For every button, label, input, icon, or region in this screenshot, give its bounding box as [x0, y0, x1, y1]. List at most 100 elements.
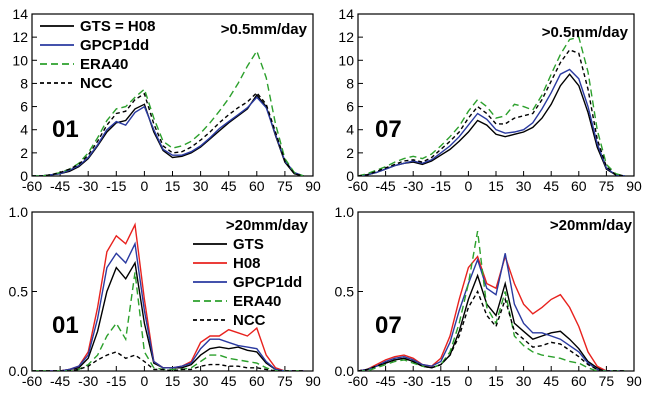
chart-panel-2: -60 -45 -30 -15 0 15 30 45 60 75 90 0 2 4 6 8 10 12 14 07 >0… — [338, 6, 642, 194]
panel-label: 01 — [52, 116, 79, 143]
x-tick-label: -60 — [348, 178, 368, 194]
y-tick-label: 12 — [12, 29, 28, 45]
x-tick-label: 15 — [165, 373, 181, 389]
y-tick-label: 8 — [20, 75, 28, 91]
y-tick-label: 14 — [338, 6, 354, 22]
y-tick-label: 14 — [12, 6, 28, 22]
x-tick-label: 60 — [571, 178, 587, 194]
legend-entry: NCC — [233, 312, 266, 329]
x-tick-label: 60 — [249, 373, 265, 389]
series-line-gts-h08 — [32, 93, 304, 176]
legend: GTS = H08 GPCP1dd ERA40 NCC — [40, 18, 155, 92]
x-tick-label: -30 — [78, 178, 98, 194]
x-tick-label: 0 — [465, 178, 473, 194]
x-tick-label: 45 — [221, 178, 237, 194]
series-line-gpcp1dd — [358, 253, 625, 371]
threshold-annotation: >0.5mm/day — [221, 21, 308, 38]
legend-entry: H08 — [233, 255, 261, 272]
x-tick-label: -15 — [431, 178, 451, 194]
legend-entry: ERA40 — [233, 293, 281, 310]
x-tick-label: 45 — [543, 373, 559, 389]
threshold-annotation: >20mm/day — [550, 217, 633, 234]
x-tick-label: -60 — [348, 373, 368, 389]
y-tick-label: 2 — [20, 145, 28, 161]
x-tick-label: -60 — [22, 178, 42, 194]
legend-entry: NCC — [80, 75, 113, 92]
x-tick-label: 15 — [488, 373, 504, 389]
x-tick-label: -30 — [403, 178, 423, 194]
x-tick-label: -60 — [22, 373, 42, 389]
chart-panel-4: -60 -45 -30 -15 0 15 30 45 60 75 90 0.0 0.5 1.0 07 >20m… — [335, 204, 642, 389]
y-tick-label: 6 — [346, 99, 354, 115]
y-tick-label: 0.0 — [9, 363, 29, 379]
chart-panel-3: -60 -45 -30 -15 0 15 30 45 60 75 90 0.0 0.5 1.0 01 >20m… — [9, 204, 321, 389]
panel-label: 07 — [375, 312, 402, 339]
x-tick-label: -45 — [375, 373, 395, 389]
x-tick-label: -15 — [431, 373, 451, 389]
y-tick-label: 0 — [346, 168, 354, 184]
x-tick-label: 45 — [543, 178, 559, 194]
panel-label: 07 — [375, 116, 402, 143]
y-tick-label: 4 — [346, 122, 354, 138]
y-tick-label: 1.0 — [335, 204, 355, 220]
series-line-gpcp1dd — [32, 96, 304, 176]
x-tick-label: 60 — [249, 178, 265, 194]
series-line-ncc — [32, 351, 304, 371]
y-tick-label: 0.5 — [9, 284, 29, 300]
y-tick-label: 10 — [338, 52, 354, 68]
y-tick-label: 2 — [346, 145, 354, 161]
x-tick-label: 30 — [516, 178, 532, 194]
x-tick-label: -15 — [106, 178, 126, 194]
series-line-gpcp1dd — [358, 68, 625, 176]
series-line-gpcp1dd — [32, 241, 304, 371]
y-tick-label: 12 — [338, 29, 354, 45]
x-tick-label: -30 — [78, 373, 98, 389]
x-tick-label: -45 — [375, 178, 395, 194]
x-tick-label: -15 — [106, 373, 126, 389]
legend-entry: GPCP1dd — [80, 37, 149, 54]
y-tick-label: 0.0 — [335, 363, 355, 379]
legend-entry: GTS = H08 — [80, 18, 155, 35]
x-tick-label: 0 — [141, 373, 149, 389]
legend-entry: GPCP1dd — [233, 274, 302, 291]
x-tick-label: -30 — [403, 373, 423, 389]
series-line-h08 — [358, 254, 625, 371]
y-tick-label: 8 — [346, 75, 354, 91]
series-line-era40 — [358, 230, 625, 371]
x-tick-label: 90 — [305, 373, 321, 389]
x-tick-label: 90 — [626, 178, 642, 194]
series-line-era40 — [32, 49, 304, 176]
x-tick-label: 0 — [141, 178, 149, 194]
x-tick-label: 90 — [626, 373, 642, 389]
x-tick-label: 15 — [165, 178, 181, 194]
series-line-gts — [358, 273, 625, 371]
plot-frame — [31, 211, 314, 372]
x-tick-label: 30 — [193, 373, 209, 389]
x-tick-label: 75 — [599, 373, 615, 389]
chart-panel-1: -60 -45 -30 -15 0 15 30 45 60 75 90 0 2 4 6 8 10 12 14 01 >0… — [12, 6, 321, 194]
x-tick-label: 60 — [571, 373, 587, 389]
y-tick-label: 4 — [20, 122, 28, 138]
y-tick-label: 0.5 — [335, 284, 355, 300]
y-tick-label: 0 — [20, 168, 28, 184]
series-line-era40 — [358, 36, 625, 176]
panel-label: 01 — [52, 312, 79, 339]
legend-entry: ERA40 — [80, 56, 128, 73]
legend: GTS H08 GPCP1dd ERA40 NCC — [193, 236, 302, 329]
x-tick-label: 90 — [305, 178, 321, 194]
x-tick-label: 15 — [488, 178, 504, 194]
x-tick-label: 0 — [465, 373, 473, 389]
x-tick-label: 75 — [277, 373, 293, 389]
x-tick-label: 45 — [221, 373, 237, 389]
x-tick-label: 75 — [599, 178, 615, 194]
y-tick-label: 10 — [12, 52, 28, 68]
y-tick-label: 1.0 — [9, 204, 29, 220]
x-tick-label: 30 — [516, 373, 532, 389]
plot-frame — [31, 13, 314, 177]
x-tick-label: 75 — [277, 178, 293, 194]
legend-entry: GTS — [233, 236, 264, 253]
series-line-ncc — [32, 91, 304, 176]
y-tick-label: 6 — [20, 99, 28, 115]
x-tick-label: -45 — [50, 373, 70, 389]
